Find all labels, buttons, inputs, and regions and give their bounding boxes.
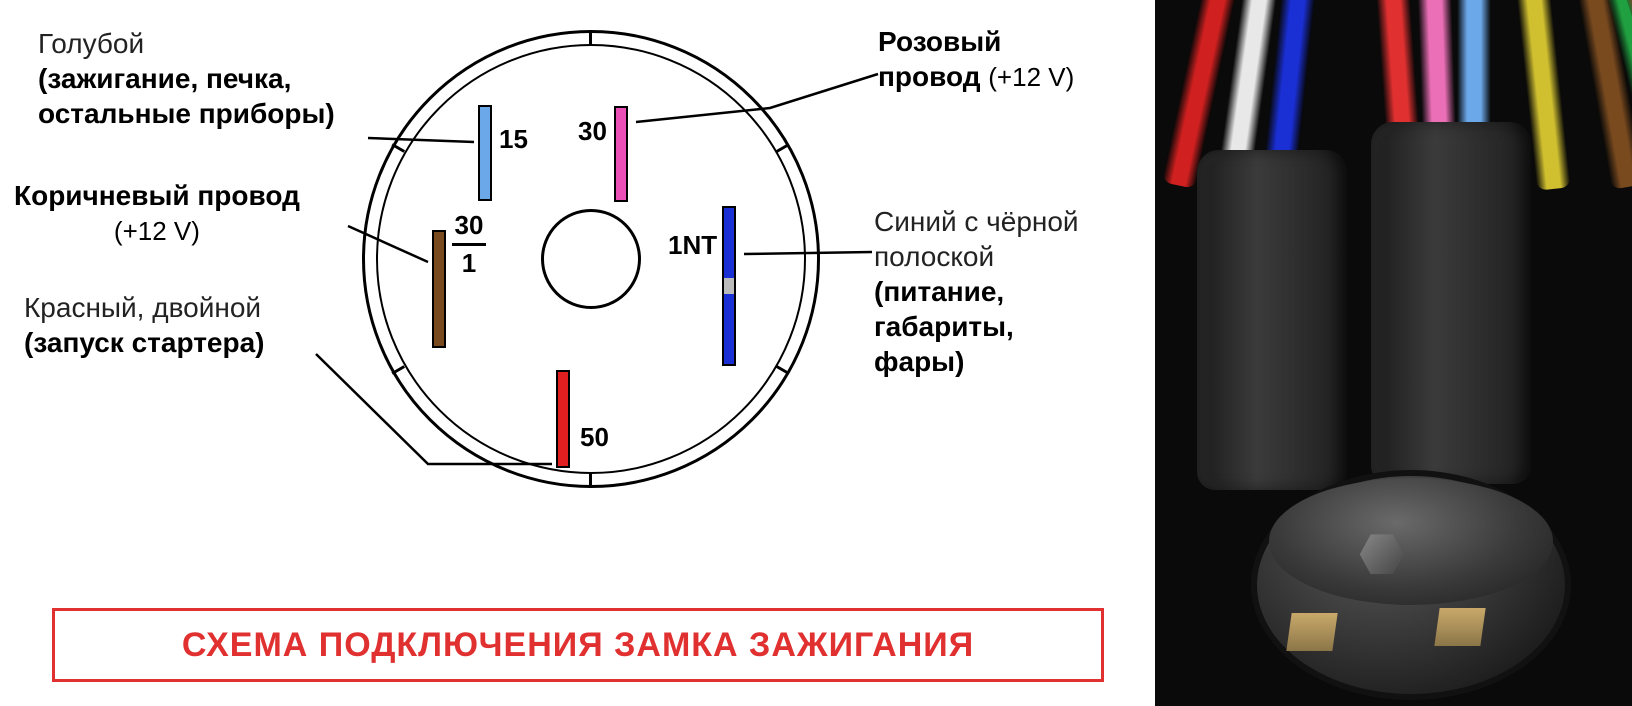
terminal-label-15: 15 [499,124,528,155]
terminal-50 [556,370,570,468]
annotation-15: Голубой(зажигание, печка,остальные прибо… [38,26,335,131]
ignition-lock-diagram: 15 30 1NT 301 50 [362,30,820,488]
terminal-1NT [722,206,736,366]
terminal-15 [478,105,492,201]
terminal-label-1NT: 1NT [668,230,717,261]
spade-terminal [1434,608,1485,646]
title-text: СХЕМА ПОДКЛЮЧЕНИЯ ЗАМКА ЗАЖИГАНИЯ [182,626,974,665]
connector-face [1269,478,1553,605]
ring-notch [589,30,592,44]
terminal-30 [614,106,628,202]
annotation-1NT: Синий с чёрнойполоской(питание,габариты,… [874,204,1079,379]
annotation-30_1: Коричневый провод(+12 V) [14,178,300,248]
annotation-30: Розовыйпровод (+12 V) [878,24,1074,94]
spade-terminal [1287,613,1338,651]
diagram-panel: 15 30 1NT 301 50 Голубой(зажигание, печка,ос… [0,0,1155,706]
insulation-sleeve [1197,150,1347,490]
terminal-30_1 [432,230,446,348]
center-hole [541,209,641,309]
terminal-label-30: 30 [578,116,607,147]
insulation-sleeve [1371,122,1531,484]
annotation-50: Красный, двойной(запуск стартера) [24,290,264,360]
ring-notch [589,474,592,488]
reference-photo [1155,0,1632,706]
terminal-label-50: 50 [580,422,609,453]
terminal-label-30_1: 301 [452,210,486,279]
title-banner: СХЕМА ПОДКЛЮЧЕНИЯ ЗАМКА ЗАЖИГАНИЯ [52,608,1104,682]
